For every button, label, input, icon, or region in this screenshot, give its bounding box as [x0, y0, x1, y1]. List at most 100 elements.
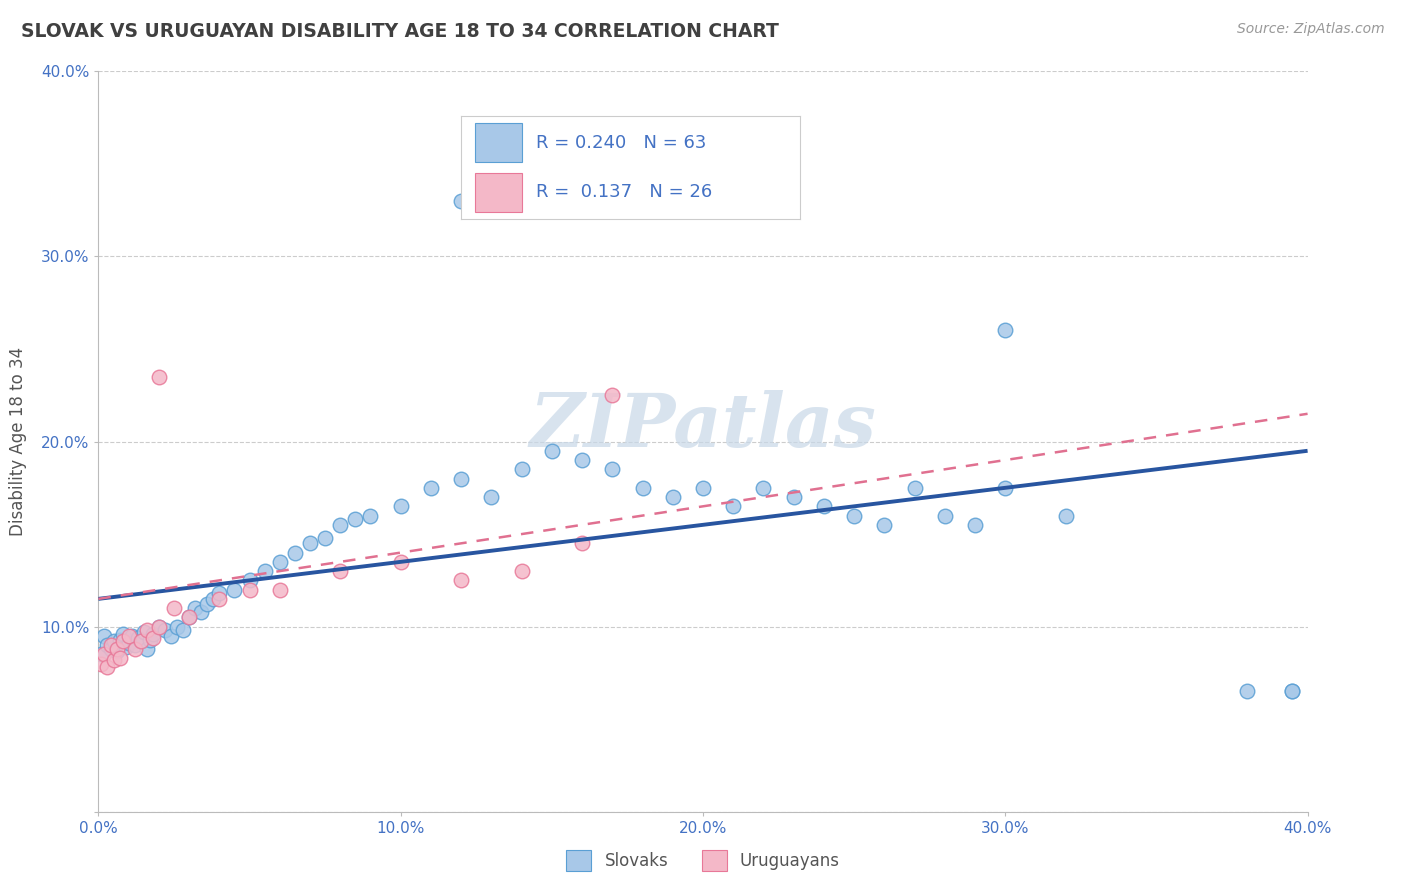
Point: [661, 490, 683, 504]
Point: [124, 638, 146, 652]
Point: [965, 517, 987, 532]
Point: [93, 629, 115, 643]
Point: [93, 648, 115, 662]
Point: [450, 574, 472, 588]
Point: [602, 388, 624, 402]
Point: [129, 634, 152, 648]
Point: [329, 564, 352, 578]
Point: [934, 508, 956, 523]
Point: [202, 591, 225, 606]
Point: [208, 586, 231, 600]
Point: [121, 629, 143, 643]
Point: [103, 634, 125, 648]
Point: [420, 481, 443, 495]
Point: [129, 634, 152, 648]
Point: [172, 624, 194, 638]
Point: [389, 555, 412, 569]
Legend: Slovaks, Uruguayans: Slovaks, Uruguayans: [560, 844, 846, 878]
Point: [90, 648, 112, 662]
Point: [148, 619, 170, 633]
Point: [1054, 508, 1077, 523]
Text: ZIPatlas: ZIPatlas: [530, 391, 876, 463]
Point: [139, 632, 162, 647]
Point: [118, 636, 141, 650]
Text: Source: ZipAtlas.com: Source: ZipAtlas.com: [1237, 22, 1385, 37]
Point: [450, 194, 472, 208]
Point: [135, 624, 157, 638]
Point: [148, 369, 170, 384]
Point: [344, 512, 367, 526]
Point: [752, 481, 775, 495]
Point: [1281, 684, 1303, 698]
Point: [96, 660, 118, 674]
Point: [707, 157, 730, 171]
Point: [239, 574, 262, 588]
Point: [142, 631, 165, 645]
Point: [208, 591, 231, 606]
Text: R =  0.137   N = 26: R = 0.137 N = 26: [536, 184, 711, 202]
Point: [96, 638, 118, 652]
Point: [1236, 684, 1258, 698]
Point: [103, 653, 125, 667]
Point: [179, 610, 201, 624]
Point: [873, 517, 896, 532]
Point: [571, 536, 593, 550]
Point: [166, 619, 188, 633]
Point: [692, 481, 714, 495]
Point: [602, 462, 624, 476]
Point: [813, 500, 835, 514]
Point: [195, 598, 218, 612]
Point: [481, 490, 503, 504]
Point: [105, 643, 128, 657]
Point: [360, 508, 382, 523]
Point: [142, 627, 165, 641]
Point: [540, 443, 562, 458]
Point: [994, 481, 1017, 495]
Point: [389, 500, 412, 514]
Point: [179, 610, 201, 624]
Point: [239, 582, 262, 597]
Point: [329, 517, 352, 532]
Point: [127, 631, 149, 645]
Point: [844, 508, 866, 523]
Point: [190, 605, 212, 619]
Point: [135, 641, 157, 656]
Y-axis label: Disability Age 18 to 34: Disability Age 18 to 34: [8, 347, 27, 536]
Point: [314, 531, 336, 545]
Point: [783, 490, 806, 504]
Point: [148, 619, 170, 633]
Point: [510, 564, 533, 578]
Point: [108, 651, 131, 665]
Point: [90, 657, 112, 671]
Point: [269, 555, 291, 569]
Text: SLOVAK VS URUGUAYAN DISABILITY AGE 18 TO 34 CORRELATION CHART: SLOVAK VS URUGUAYAN DISABILITY AGE 18 TO…: [21, 22, 779, 41]
Point: [184, 601, 207, 615]
Point: [450, 472, 472, 486]
Point: [160, 629, 183, 643]
Point: [153, 624, 176, 638]
Point: [111, 627, 134, 641]
Point: [631, 481, 654, 495]
Point: [124, 641, 146, 656]
Point: [100, 641, 122, 656]
Bar: [475, 173, 522, 212]
Point: [510, 462, 533, 476]
Point: [284, 545, 307, 560]
Point: [114, 640, 136, 654]
Text: R = 0.240   N = 63: R = 0.240 N = 63: [536, 134, 706, 152]
Point: [100, 638, 122, 652]
Point: [163, 601, 186, 615]
Point: [253, 564, 276, 578]
Point: [118, 629, 141, 643]
Point: [132, 625, 155, 640]
Point: [299, 536, 322, 550]
Point: [904, 481, 927, 495]
Point: [571, 453, 593, 467]
Bar: [475, 123, 522, 162]
Point: [111, 634, 134, 648]
Point: [723, 500, 745, 514]
Point: [269, 582, 291, 597]
Point: [108, 632, 131, 647]
Point: [224, 582, 246, 597]
Point: [105, 641, 128, 656]
